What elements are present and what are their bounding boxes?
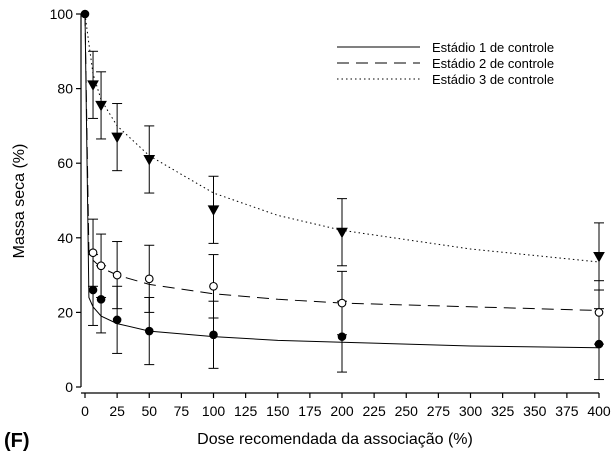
data-point-series-3: [111, 132, 123, 144]
x-tick-label: 125: [234, 403, 258, 419]
x-axis-ticks: 0 25 50 75 100 125 150 175 200 225 250 275 300 325 350…: [81, 393, 611, 419]
data-point-series-2: [88, 248, 98, 258]
data-point-series-3: [207, 205, 220, 216]
data-point-origin: [80, 9, 90, 19]
error-bars: [88, 50, 604, 381]
data-point-series-2: [337, 298, 347, 308]
legend-label-series-3: Estádio 3 de controle: [432, 72, 554, 87]
data-point-series-1: [337, 332, 347, 341]
y-tick-label: 40: [57, 230, 73, 246]
x-tick-label: 300: [459, 403, 483, 419]
y-tick-label: 60: [57, 155, 73, 171]
x-tick-label: 50: [141, 403, 157, 419]
x-axis-title: Dose recomendada da associação (%): [197, 431, 473, 448]
data-point-series-1: [96, 295, 106, 304]
x-tick-label: 100: [202, 403, 226, 419]
axes: [80, 14, 599, 394]
x-tick-label: 25: [109, 403, 125, 419]
x-tick-label: 225: [362, 403, 386, 419]
data-point-series-3: [336, 227, 348, 239]
data-point-series-2: [144, 274, 154, 284]
data-markers: [80, 9, 605, 349]
data-point-series-3: [95, 100, 107, 112]
legend-label-series-1: Estádio 1 de controle: [432, 40, 554, 55]
data-point-series-2: [112, 270, 122, 280]
y-tick-label: 80: [57, 81, 73, 97]
legend-label-series-2: Estádio 2 de controle: [432, 56, 554, 71]
data-point-series-2: [594, 308, 604, 317]
x-tick-label: 375: [555, 403, 579, 419]
data-point-series-2: [96, 261, 106, 271]
x-tick-label: 175: [298, 403, 322, 419]
x-tick-label: 275: [427, 403, 451, 419]
data-point-series-1: [144, 326, 154, 336]
data-point-series-3: [593, 251, 605, 263]
x-tick-label: 250: [395, 403, 419, 419]
x-tick-label: 0: [81, 403, 89, 419]
y-axis-ticks: 0 20 40 60 80 100: [50, 6, 81, 395]
x-tick-label: 200: [330, 403, 354, 419]
panel-label: (F): [4, 430, 30, 452]
data-point-series-1: [112, 315, 122, 325]
y-tick-label: 0: [65, 379, 73, 395]
y-tick-label: 100: [50, 6, 74, 22]
data-point-series-3: [143, 154, 156, 166]
data-point-series-3: [87, 80, 99, 91]
data-point-series-1: [88, 285, 98, 295]
x-tick-label: 75: [174, 403, 190, 419]
x-tick-label: 400: [587, 403, 611, 419]
y-axis-title: Massa seca (%): [11, 144, 28, 259]
data-point-series-2: [209, 281, 218, 291]
x-tick-label: 325: [491, 403, 515, 419]
data-point-series-1: [209, 330, 218, 340]
y-tick-label: 20: [57, 304, 73, 320]
x-tick-label: 350: [523, 403, 547, 419]
x-tick-label: 150: [266, 403, 290, 419]
data-point-series-1: [594, 339, 604, 349]
